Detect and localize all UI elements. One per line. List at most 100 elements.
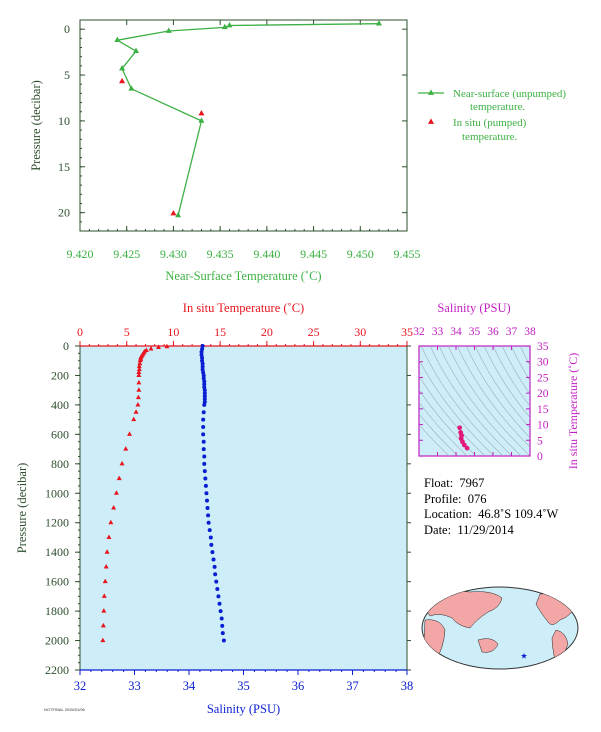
near-surface-point <box>221 23 228 30</box>
bottom-tick-label: 37 <box>346 679 359 693</box>
y-tick-label: 1200 <box>45 516 69 530</box>
temperature-point <box>101 608 107 613</box>
float-info: Float: 7967 Profile: 076 Location: 46.8˚… <box>424 476 558 538</box>
salinity-point <box>204 498 209 503</box>
temperature-point <box>103 563 109 569</box>
temperature-point <box>123 446 129 451</box>
density-contours <box>419 346 530 456</box>
y-tick-label: 1400 <box>45 545 69 559</box>
location-value: 46.8˚S 109.4˚W <box>478 507 559 521</box>
near-surface-point <box>114 36 121 43</box>
salinity-point <box>203 483 208 488</box>
salinity-point <box>201 432 206 437</box>
y-tick-label: 0 <box>63 339 69 353</box>
y-tick-label: 400 <box>51 398 69 412</box>
top-tick-label: 25 <box>308 325 320 339</box>
salinity-point <box>217 601 222 606</box>
density-contour <box>419 401 468 456</box>
salinity-point <box>199 349 204 354</box>
near-surface-plot: 9.420 9.425 9.430 9.435 9.440 9.445 9.450 9.455… <box>29 19 566 283</box>
y-tick-label: 10 <box>58 114 70 128</box>
top-tick-label: 0 <box>77 325 83 339</box>
ts-point <box>464 445 470 451</box>
x-tick-label: 9.450 <box>347 247 374 261</box>
salinity-point <box>201 439 206 444</box>
temperature-point <box>131 416 137 422</box>
y-tick-label: 5 <box>64 68 70 82</box>
temperature-point <box>164 343 170 349</box>
in-situ-point <box>198 110 205 116</box>
salinity-point <box>202 454 207 459</box>
density-contour <box>419 389 477 456</box>
temperature-point <box>136 372 142 377</box>
temperature-point <box>113 490 119 495</box>
x-tick-label: 9.425 <box>113 247 140 261</box>
temperature-point <box>137 357 143 363</box>
salinity-point <box>201 410 206 415</box>
temperature-point <box>136 366 142 372</box>
salinity-point <box>202 388 207 393</box>
salinity-point <box>208 535 213 540</box>
top-tick-label: 10 <box>167 325 179 339</box>
y-axis-label: Pressure (decibar) <box>29 80 43 171</box>
density-contour <box>447 346 530 456</box>
top-axis-label: In situ Temperature (˚C) <box>183 301 304 315</box>
y-tick-label: 1000 <box>45 486 69 500</box>
salinity-point <box>200 355 205 360</box>
top-tick-label: 30 <box>354 325 366 339</box>
salinity-point <box>212 564 217 569</box>
y-tick-label: 200 <box>51 368 69 382</box>
y-tick-label: 1600 <box>45 575 69 589</box>
salinity-point <box>220 631 225 636</box>
temperature-point <box>133 409 139 414</box>
near-surface-point <box>375 20 382 26</box>
legend-label: temperature. <box>462 131 518 143</box>
bottom-tick-label: 33 <box>128 679 141 693</box>
salinity-point <box>201 425 206 429</box>
bottom-tick-label: 36 <box>292 679 305 693</box>
y-tick-label: 20 <box>58 206 70 220</box>
temperature-point <box>119 460 125 466</box>
density-contour <box>474 346 530 429</box>
top-tick-label: 15 <box>214 325 226 339</box>
float-value: 7967 <box>459 476 485 490</box>
salinity-point <box>202 402 207 407</box>
x-axis-label: Near-Surface Temperature (˚C) <box>165 269 321 283</box>
ts-x-tick-label: 37 <box>506 326 518 338</box>
near-surface-point <box>133 47 140 54</box>
salinity-point <box>201 373 206 378</box>
salinity-point <box>201 417 206 422</box>
ts-y-tick-label: 0 <box>537 451 543 463</box>
ts-x-tick-label: 35 <box>469 326 481 338</box>
salinity-point <box>213 572 218 577</box>
salinity-point <box>200 364 205 369</box>
near-surface-point <box>119 65 126 71</box>
temperature-point <box>108 519 114 525</box>
ts-x-tick-label: 34 <box>450 326 462 338</box>
ts-y-tick-label: 20 <box>537 388 549 400</box>
y-tick-label: 0 <box>64 22 70 36</box>
temperature-point <box>111 505 117 510</box>
ts-x-tick-label: 33 <box>432 326 444 338</box>
near-surface-point <box>198 117 205 123</box>
top-tick-label: 5 <box>124 325 130 339</box>
in-situ-point <box>170 210 177 216</box>
density-contour <box>419 424 450 456</box>
salinity-point <box>203 476 208 481</box>
x-tick-label: 9.420 <box>67 247 94 261</box>
near-surface-point <box>226 21 233 28</box>
footer-text: NOTFINAL 2025/01/06 <box>44 707 85 712</box>
temperature-point <box>101 593 107 598</box>
x-tick-label: 9.440 <box>253 247 280 261</box>
salinity-point <box>202 382 207 387</box>
salinity-point <box>221 638 226 643</box>
salinity-point <box>215 587 220 591</box>
density-contour <box>501 346 530 395</box>
density-contour <box>419 375 486 456</box>
temperature-point <box>135 401 141 407</box>
bottom-tick-label: 32 <box>74 679 87 693</box>
location-label: Location: <box>424 507 472 521</box>
salinity-point <box>209 542 214 547</box>
salinity-point <box>202 379 207 384</box>
